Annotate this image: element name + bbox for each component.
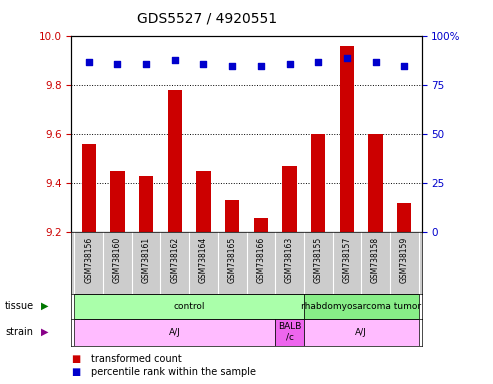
Bar: [304, 294, 419, 319]
Point: [200, 61, 208, 67]
Bar: [74, 294, 304, 319]
Text: GSM738158: GSM738158: [371, 237, 380, 283]
Point: [257, 63, 265, 69]
Point: [228, 63, 236, 69]
Bar: [282, 166, 297, 232]
Bar: [139, 176, 153, 232]
Text: GSM738164: GSM738164: [199, 237, 208, 283]
Text: BALB
/c: BALB /c: [278, 323, 301, 342]
Bar: [81, 144, 96, 232]
Point: [85, 59, 93, 65]
Text: GSM738156: GSM738156: [84, 237, 93, 283]
Text: transformed count: transformed count: [91, 354, 182, 364]
Text: ▶: ▶: [40, 327, 48, 337]
Point: [285, 61, 293, 67]
Bar: [168, 90, 182, 232]
Point: [142, 61, 150, 67]
Text: rhabdomyosarcoma tumor: rhabdomyosarcoma tumor: [301, 302, 422, 311]
Text: GSM738161: GSM738161: [141, 237, 150, 283]
Text: GDS5527 / 4920551: GDS5527 / 4920551: [137, 12, 277, 25]
Bar: [110, 171, 125, 232]
Point: [171, 57, 179, 63]
Bar: [275, 319, 304, 346]
Point: [400, 63, 408, 69]
Text: GSM738162: GSM738162: [170, 237, 179, 283]
Text: strain: strain: [5, 327, 33, 337]
Point: [314, 59, 322, 65]
Text: GSM738159: GSM738159: [400, 237, 409, 283]
Text: tissue: tissue: [5, 301, 34, 311]
Bar: [225, 200, 239, 232]
Point: [372, 59, 380, 65]
Text: GSM738163: GSM738163: [285, 237, 294, 283]
Text: GSM738160: GSM738160: [113, 237, 122, 283]
Text: ■: ■: [71, 354, 81, 364]
Bar: [340, 46, 354, 232]
Bar: [368, 134, 383, 232]
Text: ▶: ▶: [40, 301, 48, 311]
Text: GSM738166: GSM738166: [256, 237, 265, 283]
Bar: [196, 171, 211, 232]
Text: A/J: A/J: [355, 328, 367, 337]
Bar: [311, 134, 325, 232]
Bar: [74, 319, 275, 346]
Text: A/J: A/J: [169, 328, 180, 337]
Point: [113, 61, 121, 67]
Bar: [304, 319, 419, 346]
Bar: [397, 203, 412, 232]
Text: GSM738157: GSM738157: [343, 237, 352, 283]
Bar: [254, 218, 268, 232]
Text: GSM738165: GSM738165: [228, 237, 237, 283]
Text: ■: ■: [71, 367, 81, 377]
Text: GSM738155: GSM738155: [314, 237, 323, 283]
Point: [343, 55, 351, 61]
Text: control: control: [174, 302, 205, 311]
Text: percentile rank within the sample: percentile rank within the sample: [91, 367, 256, 377]
